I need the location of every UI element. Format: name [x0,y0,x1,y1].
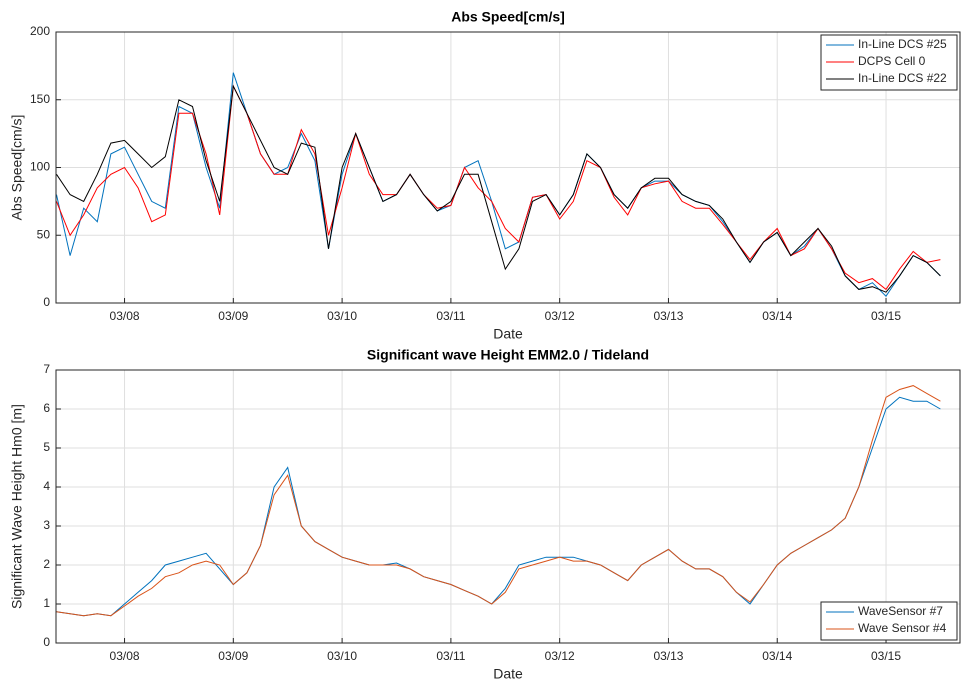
y-tick-label: 3 [43,518,50,532]
y-tick-label: 100 [30,160,50,174]
y-tick-label: 0 [43,635,50,649]
x-tick-label: 03/12 [545,309,575,323]
y-tick-label: 0 [43,295,50,309]
x-axis-label: Date [493,666,523,682]
chart-title: Abs Speed[cm/s] [451,9,565,25]
y-tick-label: 150 [30,92,50,106]
x-tick-label: 03/08 [110,309,140,323]
legend: In-Line DCS #25 DCPS Cell 0 In-Line DCS #2… [820,34,958,91]
y-axis-label: Abs Speed[cm/s] [9,115,25,221]
y-tick-label: 4 [43,479,50,493]
legend-label: In-Line DCS #25 [858,37,947,51]
y-tick-label: 6 [43,401,50,415]
y-tick-label: 1 [43,596,50,610]
x-axis-label: Date [493,326,523,342]
legend-label: Wave Sensor #4 [858,621,947,635]
x-tick-label: 03/13 [653,649,683,663]
x-tick-label: 03/13 [653,309,683,323]
axes-box [55,31,961,304]
x-tick-label: 03/10 [327,309,357,323]
chart-title: Significant wave Height EMM2.0 / Tidelan… [367,347,649,363]
x-tick-label: 03/12 [545,649,575,663]
x-tick-label: 03/15 [871,649,901,663]
legend-label: WaveSensor #7 [858,604,943,618]
x-tick-label: 03/11 [436,309,465,323]
x-tick-label: 03/14 [762,649,792,663]
legend-box [820,601,958,641]
legend-label: DCPS Cell 0 [858,54,926,68]
series-line [56,385,941,617]
series-line [56,84,941,291]
x-tick-label: 03/14 [762,309,792,323]
x-tick-label: 03/09 [218,649,248,663]
series-line [56,84,941,293]
x-tick-label: 03/11 [436,649,465,663]
y-tick-label: 7 [43,362,50,376]
y-tick-label: 5 [43,440,50,454]
legend-label: In-Line DCS #22 [858,71,947,85]
y-axis-label: Significant Wave Height Hm0 [m] [9,404,25,609]
x-tick-label: 03/15 [871,309,901,323]
axes-box [55,369,961,644]
x-tick-label: 03/09 [218,309,248,323]
y-tick-label: 50 [37,227,51,241]
x-tick-label: 03/08 [110,649,140,663]
legend: WaveSensor #7 Wave Sensor #4 [820,601,958,641]
x-tick-label: 03/10 [327,649,357,663]
plot-area [56,370,960,643]
y-tick-label: 200 [30,24,50,38]
y-tick-label: 2 [43,557,50,571]
